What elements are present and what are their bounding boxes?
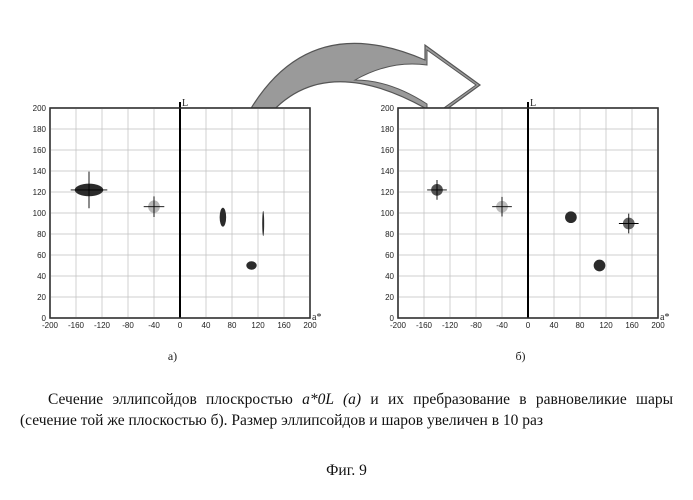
svg-text:140: 140	[33, 167, 47, 176]
svg-text:0: 0	[42, 314, 47, 323]
svg-text:100: 100	[33, 209, 47, 218]
chart-a: -200-160-120-80-400408012016020002040608…	[20, 100, 325, 360]
svg-text:80: 80	[37, 230, 46, 239]
svg-text:160: 160	[381, 146, 395, 155]
svg-text:140: 140	[381, 167, 395, 176]
svg-text:120: 120	[251, 321, 265, 330]
chart-a-label: а)	[20, 349, 325, 364]
svg-text:120: 120	[599, 321, 613, 330]
svg-text:160: 160	[33, 146, 47, 155]
svg-text:100: 100	[381, 209, 395, 218]
svg-text:40: 40	[385, 272, 394, 281]
svg-text:80: 80	[385, 230, 394, 239]
chart-b-label: б)	[368, 349, 673, 364]
svg-text:40: 40	[550, 321, 559, 330]
svg-text:-40: -40	[496, 321, 508, 330]
svg-text:-160: -160	[416, 321, 433, 330]
x-axis-label-a: a*	[312, 312, 321, 323]
y-axis-label-b: L	[530, 98, 536, 109]
svg-text:180: 180	[381, 125, 395, 134]
svg-text:80: 80	[228, 321, 237, 330]
svg-text:0: 0	[390, 314, 395, 323]
svg-text:0: 0	[526, 321, 531, 330]
svg-text:200: 200	[33, 104, 47, 113]
svg-text:180: 180	[33, 125, 47, 134]
svg-text:80: 80	[576, 321, 585, 330]
svg-text:-40: -40	[148, 321, 160, 330]
svg-text:160: 160	[625, 321, 639, 330]
figure-number: Фиг. 9	[20, 462, 673, 480]
svg-text:0: 0	[178, 321, 183, 330]
svg-text:-160: -160	[68, 321, 85, 330]
y-axis-label-a: L	[182, 98, 188, 109]
svg-text:200: 200	[381, 104, 395, 113]
svg-text:-80: -80	[470, 321, 482, 330]
chart-a-svg: -200-160-120-80-400408012016020002040608…	[20, 100, 325, 340]
svg-text:20: 20	[37, 293, 46, 302]
figure-container: -200-160-120-80-400408012016020002040608…	[20, 20, 673, 480]
svg-text:-120: -120	[442, 321, 459, 330]
svg-text:-80: -80	[122, 321, 134, 330]
svg-text:40: 40	[202, 321, 211, 330]
figure-caption: Сечение эллипсойдов плоскростью a*0L (а)…	[20, 390, 673, 432]
svg-text:40: 40	[37, 272, 46, 281]
svg-text:160: 160	[277, 321, 291, 330]
chart-b: -200-160-120-80-400408012016020002040608…	[368, 100, 673, 360]
svg-text:60: 60	[37, 251, 46, 260]
svg-text:-120: -120	[94, 321, 111, 330]
svg-text:120: 120	[381, 188, 395, 197]
x-axis-label-b: a*	[660, 312, 669, 323]
svg-text:60: 60	[385, 251, 394, 260]
svg-text:120: 120	[33, 188, 47, 197]
svg-text:20: 20	[385, 293, 394, 302]
chart-b-svg: -200-160-120-80-400408012016020002040608…	[368, 100, 673, 340]
charts-row: -200-160-120-80-400408012016020002040608…	[20, 100, 673, 380]
